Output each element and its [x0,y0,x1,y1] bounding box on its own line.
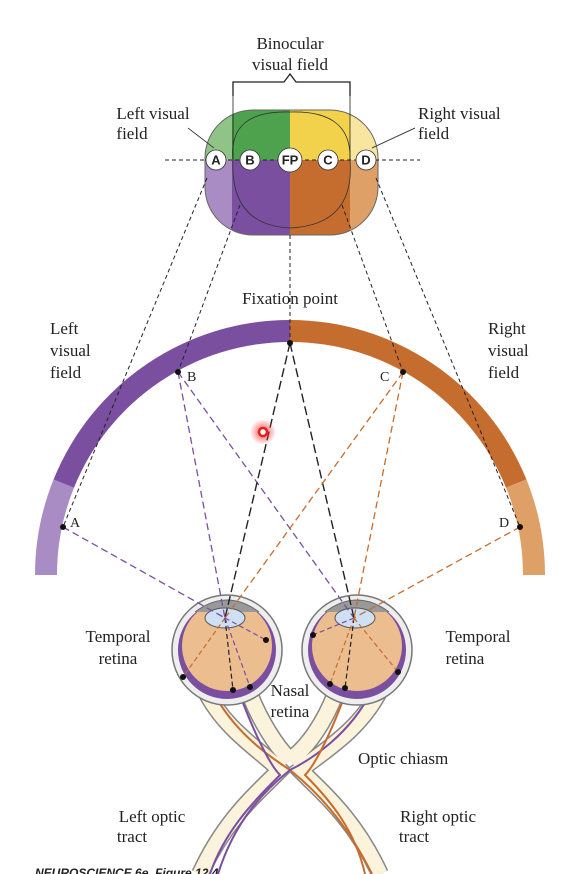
optic-chiasm-label: Optic chiasm [358,749,448,768]
dot [175,369,181,375]
line [312,617,355,636]
line [62,526,226,619]
arc-point-label: C [380,370,389,385]
line [177,371,226,619]
arc-segment [53,320,290,488]
bracket [232,72,351,96]
left-visual-label: field [50,363,82,382]
right-field-label: Right visual [418,104,501,123]
binocular-label: visual field [252,55,329,74]
field-region [205,160,232,235]
right-visual-label: Right [488,319,526,338]
temporal-retina-label: retina [446,649,485,668]
arc-point-label: D [499,516,509,531]
nasal-retina-label: retina [271,702,310,721]
temporal-retina-label: Temporal [446,627,511,646]
dot [395,669,401,675]
binocular-label: Binocular [256,34,323,53]
field-region [232,160,290,235]
eye-cornea [194,599,260,613]
right-field-label: field [418,124,450,143]
figure-credit: NEUROSCIENCE 6e, Figure 12.4 [35,866,219,874]
arc-point-label: A [70,516,81,531]
line [289,342,355,619]
line [341,204,404,373]
arc-segment [290,320,527,488]
eye-body [312,601,402,691]
dot [310,632,316,638]
line [329,617,355,685]
line [224,617,251,688]
line [353,371,404,619]
line [353,526,521,619]
field-region [290,110,350,160]
dot [517,524,523,530]
arc-segment [506,479,545,575]
field-region [232,110,290,160]
line [187,127,215,149]
shapes [35,72,545,874]
nerve-fiber [209,694,282,874]
right-visual-label: visual [488,341,529,360]
field-region [350,160,378,235]
dot [342,685,348,691]
dot [180,674,186,680]
point-marker [317,149,339,171]
temporal-retina-label: retina [99,649,138,668]
dot [60,524,66,530]
point-label: D [361,152,370,167]
line [177,204,241,373]
dot [287,340,293,346]
nerve-fiber [303,694,366,874]
right-visual-label: field [488,363,520,382]
line [224,617,234,691]
line [177,371,355,619]
line [224,342,291,619]
nasal-retina-label: Nasal [271,681,310,700]
right-tract-label: tract [399,827,429,846]
dot [327,681,333,687]
left-field-label: Left visual [116,104,189,123]
point-label: B [245,152,254,167]
dot [400,369,406,375]
dot [247,684,253,690]
line [224,371,404,619]
line [182,617,226,678]
point-label: C [323,152,333,167]
point-label: A [211,152,221,167]
point-marker [205,149,227,171]
temporal-retina-label: Temporal [86,627,151,646]
right-tract-label: Right optic [400,807,476,826]
dot [230,687,236,693]
line [344,617,355,689]
eye-body [182,601,272,691]
left-visual-label: visual [50,341,91,360]
left-field-label: field [116,124,148,143]
line [353,617,399,673]
dot [263,637,269,643]
point-marker [277,147,303,173]
arc-segment [35,479,74,575]
point-marker [355,149,377,171]
field-outline [204,109,379,236]
cursor-dot [257,426,269,438]
field-region [290,160,350,235]
point-marker [239,149,261,171]
line [371,127,416,149]
fixation-label: Fixation point [242,289,338,308]
visual-field [205,110,378,235]
nerve-fill [193,686,387,874]
left-tract-label: tract [117,827,147,846]
labels: Binocular visual field Left visual field… [35,34,529,874]
point-label: FP [282,152,299,167]
left-tract-label: Left optic [119,807,186,826]
arc-point-label: B [187,370,196,385]
left-visual-label: Left [50,319,79,338]
nerve-fiber [217,689,373,874]
